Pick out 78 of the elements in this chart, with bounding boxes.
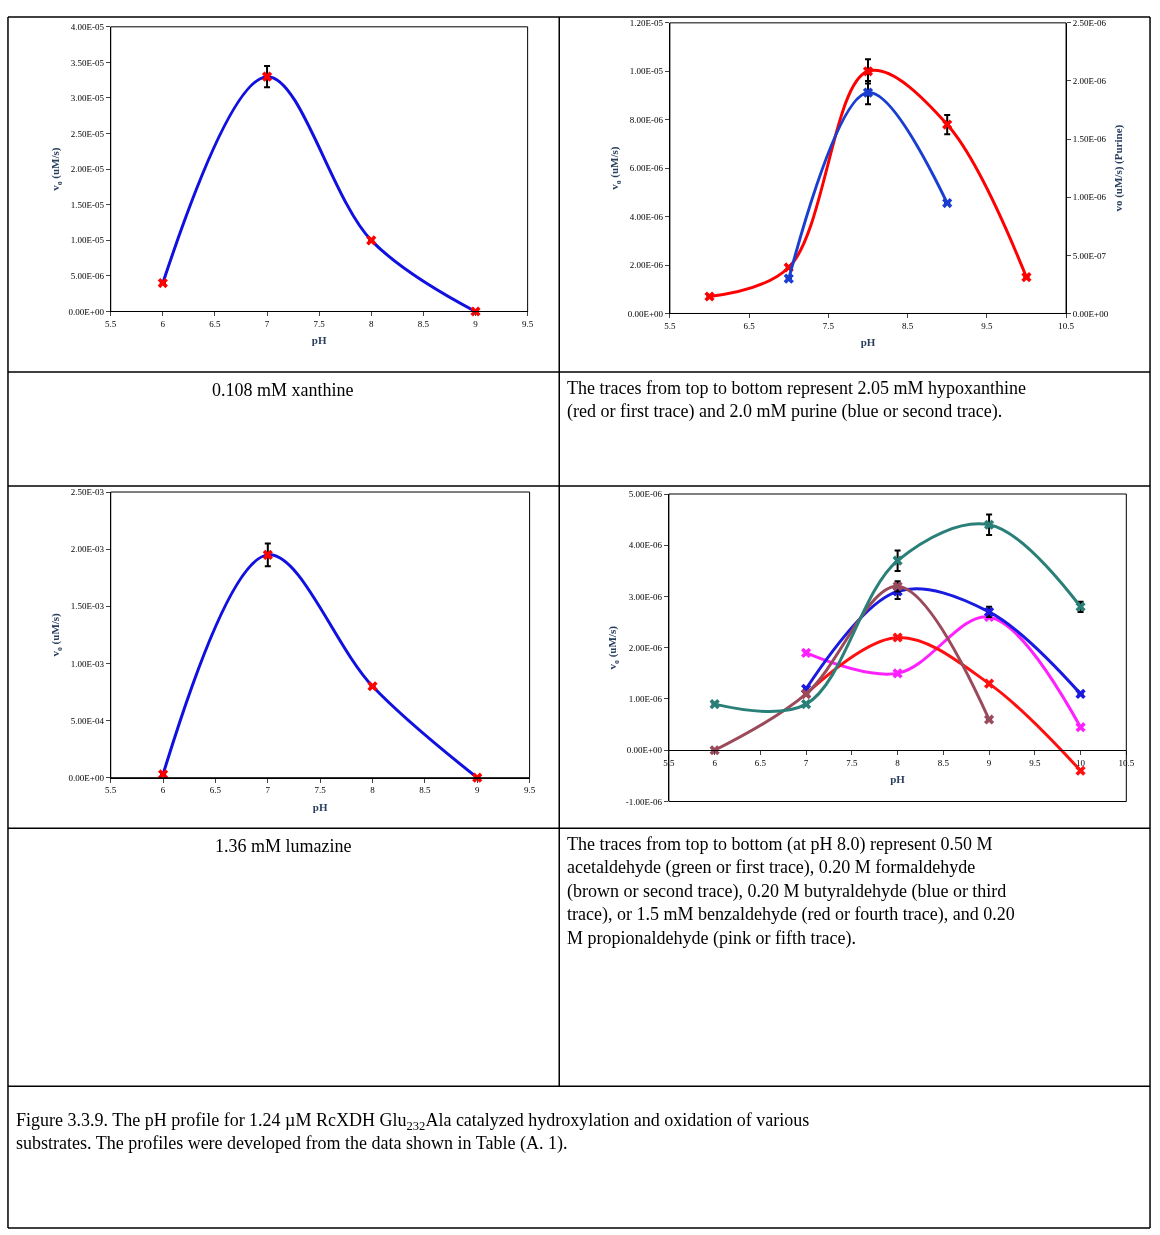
y-tick-label: 2.50E-03 — [70, 487, 105, 498]
x-tick-label: 6.5 — [209, 319, 222, 330]
x-tick-label: 5.5 — [105, 319, 117, 330]
x-tick-label: 5.5 — [105, 785, 117, 796]
text: The traces from top to bottom represent 2.05 mM hypoxanthine (red or first trace) and 2.0 mM purine (blue or second trace). — [567, 378, 1026, 423]
y-tick-label: 2.50E-05 — [70, 128, 105, 139]
x-tick-label: 9 — [474, 785, 480, 796]
x-tick-label: 10 — [1076, 758, 1086, 769]
x-tick-label: 9.5 — [981, 321, 993, 332]
y-tick-label: 5.00E-04 — [70, 715, 105, 726]
x-tick-label: 8.5 — [417, 319, 430, 330]
x-tick-label: 8 — [369, 319, 375, 330]
y-tick-label: 4.00E-06 — [629, 211, 664, 222]
x-tick-label: 5.5 — [664, 321, 677, 332]
text: The traces from top to bottom (at pH 8.0) represent 0.50 M acetaldehyde (green or first trace), 0.20 M formaldehyde (brown or second trace), 0.20 M butyraldehyde (blue or third trace), or 1.5 mM benzaldehyde (red or fourth trace), and 0.20 M propionaldehyde (pink or fifth trace). — [567, 834, 1015, 949]
x-tick-label: 7.5 — [314, 785, 327, 796]
text: 0.108 mM xanthine — [212, 380, 354, 400]
y-tick-label: 4.00E-06 — [628, 540, 663, 551]
y-tick-label: 3.50E-05 — [70, 57, 105, 68]
y-tick-label: 0.00E+00 — [627, 308, 664, 319]
x-tick-label: 6.5 — [754, 758, 767, 769]
x-tick-label: 8 — [895, 758, 901, 769]
x-tick-label: 9 — [986, 758, 992, 769]
x-tick-label: 8.5 — [901, 321, 914, 332]
y-tick-label: 0.00E+00 — [68, 306, 105, 317]
x-axis-title: pH — [311, 334, 327, 347]
x-tick-label: 8.5 — [419, 785, 432, 796]
y-tick-label: 0.00E+00 — [68, 772, 105, 783]
y-tick-label: 0.00E+00 — [626, 745, 663, 756]
y-tick-label: 4.00E-05 — [70, 21, 105, 32]
y2-tick-label: 5.00E-07 — [1072, 250, 1107, 261]
y-tick-label: 1.00E-06 — [628, 694, 663, 705]
y-tick-label: 1.50E-05 — [70, 199, 105, 210]
caption: Figure 3.3.9. The pH profile for 1.24 µM RcXDH Glu$_{232}$Ala catalyzed hydroxylation and oxidation of various substrates. The profiles were developed from the data shown in Table (A. 1). — [16, 1110, 810, 1155]
x-tick-label: 6.5 — [209, 785, 222, 796]
x-axis-title: pH — [890, 773, 906, 786]
y-tick-label: 5.00E-06 — [628, 489, 663, 500]
y-tick-label: 1.00E-05 — [70, 235, 105, 246]
x-tick-label: 6.5 — [743, 321, 756, 332]
y2-tick-label: 1.00E-06 — [1072, 192, 1107, 203]
x-tick-label: 6 — [160, 319, 166, 330]
y2-axis-title: vo (uM/s) (Purine) — [1111, 124, 1125, 212]
y-tick-label: 6.00E-06 — [629, 163, 664, 174]
y-tick-label: 1.20E-05 — [629, 18, 664, 28]
x-tick-label: 6 — [160, 785, 166, 796]
y2-tick-label: 2.00E-06 — [1072, 76, 1107, 87]
x-tick-label: 7.5 — [822, 321, 835, 332]
x-tick-label: 7 — [265, 785, 271, 796]
y2-tick-label: 2.50E-06 — [1072, 18, 1107, 28]
y-tick-label: -1.00E-06 — [625, 796, 663, 807]
y2-tick-label: 0.00E+00 — [1072, 308, 1109, 319]
x-tick-label: 9.5 — [522, 319, 534, 330]
x-tick-label: 7.5 — [313, 319, 326, 330]
y-tick-label: 2.00E-06 — [628, 642, 663, 653]
x-tick-label: 10.5 — [1058, 321, 1075, 332]
y-tick-label: 2.00E-05 — [70, 164, 105, 175]
y-tick-label: 3.00E-06 — [628, 591, 663, 602]
y-tick-label: 1.50E-03 — [70, 601, 105, 612]
y-tick-label: 1.00E-03 — [70, 658, 105, 669]
y-tick-label: 2.00E-03 — [70, 544, 105, 555]
y-tick-label: 3.00E-05 — [70, 93, 105, 104]
x-axis-title: pH — [312, 800, 328, 813]
text: 1.36 mM lumazine — [215, 836, 352, 856]
y-tick-label: 8.00E-06 — [629, 114, 664, 125]
x-tick-label: 7.5 — [846, 758, 858, 769]
x-tick-label: 9.5 — [1029, 758, 1041, 769]
x-axis-title: pH — [860, 336, 876, 349]
y-tick-label: 1.00E-05 — [629, 66, 664, 77]
y2-tick-label: 1.50E-06 — [1072, 134, 1107, 145]
x-tick-label: 7 — [264, 319, 270, 330]
x-tick-label: 9.5 — [523, 785, 536, 796]
y-tick-label: 2.00E-06 — [629, 260, 664, 271]
x-tick-label: 9 — [473, 319, 479, 330]
y-tick-label: 5.00E-06 — [70, 271, 105, 282]
x-tick-label: 6 — [712, 758, 718, 769]
x-tick-label: 8 — [370, 785, 376, 796]
x-tick-label: 7 — [803, 758, 809, 769]
x-tick-label: 8.5 — [937, 758, 950, 769]
